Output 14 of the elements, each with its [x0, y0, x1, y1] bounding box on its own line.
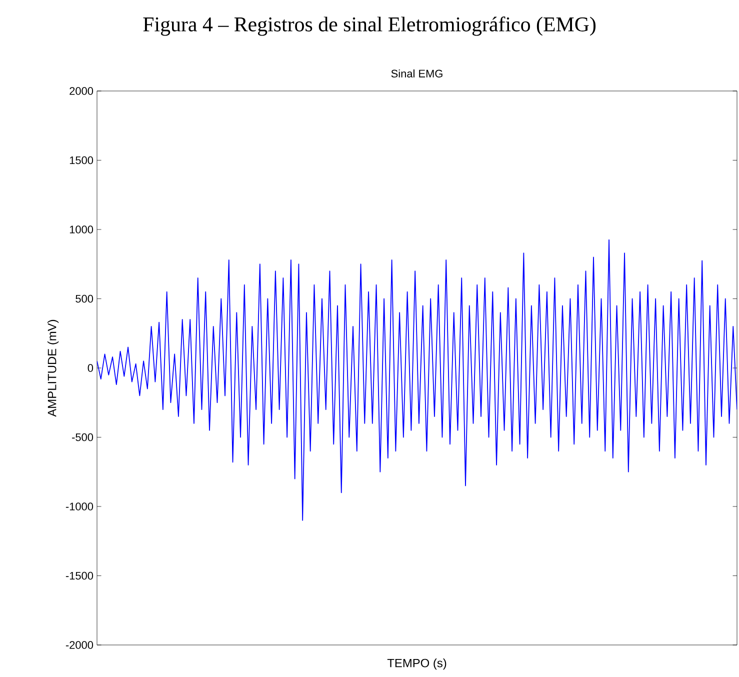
y-tick-label: 500: [76, 294, 94, 303]
chart-title: Figura 4 – Registros de sinal Eletromiográfico (EMG): [143, 16, 596, 36]
y-tick-label: 1500: [70, 156, 94, 164]
line-series: [97, 239, 738, 521]
y-tick-label: 0: [88, 364, 94, 372]
chart-subtitle: Sinal EMG: [391, 69, 442, 78]
y-tick-label: -500: [72, 433, 94, 442]
y-axis-title: AMPLITUDE (mV): [47, 320, 59, 417]
y-tick-label: -1500: [66, 572, 94, 580]
y-tick-label: -1000: [66, 502, 94, 510]
y-tick-label: 2000: [70, 87, 94, 95]
x-axis-title: TEMPO (s): [387, 658, 446, 670]
y-tick-label: 1000: [70, 226, 94, 234]
y-tick-label: -2000: [66, 641, 94, 649]
